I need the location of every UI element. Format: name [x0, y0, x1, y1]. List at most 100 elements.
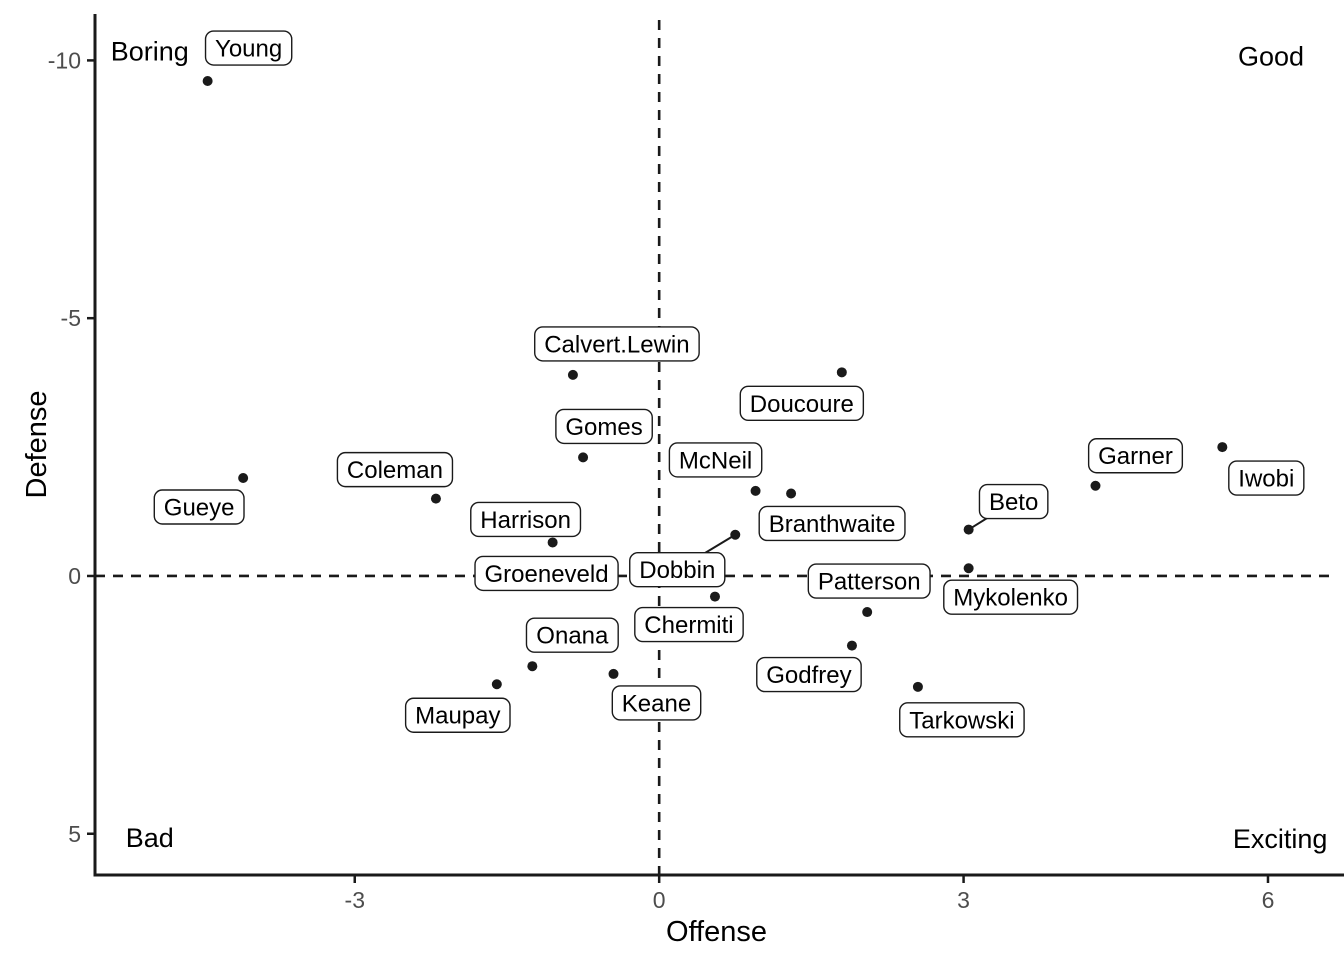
y-tick-label: 0: [68, 563, 81, 589]
label-iwobi: Iwobi: [1228, 460, 1305, 496]
label-box-beto: [978, 483, 1049, 520]
label-young: Young: [204, 30, 293, 66]
label-box-harrison: [470, 501, 582, 538]
corner-label-top-right: Good: [1238, 41, 1304, 71]
label-gueye: Gueye: [153, 489, 245, 525]
label-text-beto: Beto: [989, 489, 1038, 516]
point-iwobi: [1217, 442, 1228, 453]
point-mykolenko: [963, 563, 974, 574]
label-harrison: Harrison: [470, 501, 582, 538]
point-gueye: [238, 473, 249, 484]
point-mcneil: [750, 485, 761, 496]
corner-label-bottom-right: Exciting: [1233, 824, 1328, 854]
label-box-groeneveld: [474, 555, 619, 592]
label-maupay: Maupay: [404, 697, 511, 733]
point-gomes: [578, 452, 589, 463]
label-text-young: Young: [215, 36, 282, 63]
label-box-patterson: [807, 563, 931, 599]
point-harrison: [547, 537, 558, 548]
x-tick-label: -3: [345, 887, 365, 913]
x-axis-title: Offense: [666, 916, 767, 948]
label-text-doucoure: Doucoure: [750, 391, 854, 418]
label-text-dobbin: Dobbin: [639, 557, 715, 584]
label-text-onana: Onana: [536, 623, 609, 650]
label-text-gomes: Gomes: [565, 414, 642, 441]
label-dobbin: Dobbin: [629, 552, 726, 588]
point-chermiti: [709, 591, 720, 602]
label-box-tarkowski: [899, 702, 1025, 738]
label-text-godfrey: Godfrey: [766, 662, 851, 689]
x-tick-label: 6: [1262, 887, 1275, 913]
label-box-young: [204, 30, 293, 66]
label-text-tarkowski: Tarkowski: [909, 707, 1014, 734]
label-box-garner: [1087, 438, 1184, 474]
label-coleman: Coleman: [336, 451, 454, 488]
label-box-branthwaite: [758, 505, 906, 542]
point-garner: [1090, 480, 1101, 491]
label-beto: Beto: [978, 483, 1049, 520]
label-box-mcneil: [668, 442, 763, 478]
label-text-coleman: Coleman: [347, 457, 443, 484]
point-branthwaite: [786, 488, 797, 499]
label-text-keane: Keane: [622, 690, 691, 717]
label-doucoure: Doucoure: [739, 385, 865, 422]
point-keane: [608, 668, 619, 679]
label-groeneveld: Groeneveld: [474, 555, 619, 592]
label-garner: Garner: [1087, 438, 1184, 474]
label-onana: Onana: [525, 617, 619, 653]
label-box-iwobi: [1228, 460, 1305, 496]
label-text-calvert.lewin: Calvert.Lewin: [544, 331, 689, 358]
label-text-maupay: Maupay: [415, 703, 500, 730]
point-beto: [963, 524, 974, 535]
y-tick-label: -10: [48, 47, 81, 73]
label-text-gueye: Gueye: [164, 495, 235, 522]
point-godfrey: [846, 640, 857, 651]
point-maupay: [491, 679, 502, 690]
label-box-doucoure: [739, 385, 865, 422]
label-patterson: Patterson: [807, 563, 931, 599]
label-calvert.lewin: Calvert.Lewin: [534, 326, 700, 362]
label-box-chermiti: [634, 606, 744, 643]
label-box-onana: [525, 617, 619, 653]
y-axis-title: Defense: [21, 390, 53, 498]
x-tick-label: 0: [653, 887, 666, 913]
point-doucoure: [836, 367, 847, 378]
label-text-patterson: Patterson: [818, 569, 921, 596]
label-text-branthwaite: Branthwaite: [769, 511, 896, 538]
label-text-mykolenko: Mykolenko: [953, 585, 1068, 612]
label-box-mykolenko: [943, 579, 1079, 615]
label-mcneil: McNeil: [668, 442, 763, 478]
point-patterson: [862, 607, 873, 618]
label-box-maupay: [404, 697, 511, 733]
label-text-chermiti: Chermiti: [644, 612, 733, 639]
label-text-garner: Garner: [1098, 443, 1173, 470]
corner-label-top-left: Boring: [111, 37, 189, 67]
label-gomes: Gomes: [555, 408, 653, 445]
label-mykolenko: Mykolenko: [943, 579, 1079, 615]
label-box-coleman: [336, 451, 454, 488]
point-dobbin: [730, 529, 741, 540]
label-box-calvert.lewin: [534, 326, 700, 362]
label-box-godfrey: [756, 656, 862, 693]
label-box-gomes: [555, 408, 653, 445]
label-godfrey: Godfrey: [756, 656, 862, 693]
label-branthwaite: Branthwaite: [758, 505, 906, 542]
y-tick-label: 5: [68, 821, 81, 847]
label-text-mcneil: McNeil: [679, 447, 752, 474]
point-calvert.lewin: [567, 369, 578, 380]
label-keane: Keane: [611, 685, 702, 721]
label-chermiti: Chermiti: [634, 606, 744, 643]
label-text-iwobi: Iwobi: [1238, 466, 1294, 493]
corner-label-bottom-left: Bad: [126, 823, 174, 853]
label-tarkowski: Tarkowski: [899, 702, 1025, 738]
point-young: [202, 76, 213, 87]
label-text-harrison: Harrison: [480, 507, 571, 534]
label-box-dobbin: [629, 552, 726, 588]
label-box-gueye: [153, 489, 245, 525]
x-tick-label: 3: [957, 887, 970, 913]
point-coleman: [430, 493, 441, 504]
point-onana: [527, 661, 538, 672]
label-text-groeneveld: Groeneveld: [485, 561, 609, 588]
